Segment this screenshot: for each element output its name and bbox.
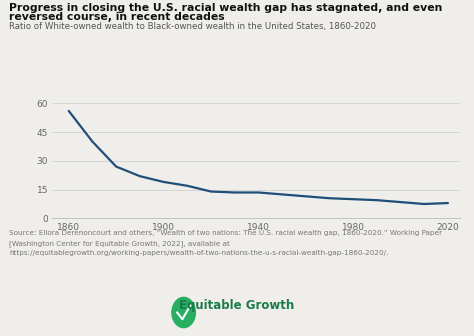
Text: Progress in closing the U.S. racial wealth gap has stagnated, and even: Progress in closing the U.S. racial weal… [9, 3, 443, 13]
Text: reversed course, in recent decades: reversed course, in recent decades [9, 12, 225, 22]
Text: Ratio of White-owned wealth to Black-owned wealth in the United States, 1860-202: Ratio of White-owned wealth to Black-own… [9, 22, 376, 31]
Text: Source: Ellora Derenoncourt and others, “Wealth of two nations: The U.S. racial : Source: Ellora Derenoncourt and others, … [9, 230, 443, 236]
Text: Equitable Growth: Equitable Growth [179, 299, 295, 312]
Text: https://equitablegrowth.org/working-papers/wealth-of-two-nations-the-u-s-racial-: https://equitablegrowth.org/working-pape… [9, 250, 389, 256]
Circle shape [172, 297, 195, 328]
Text: [Washington Center for Equitable Growth, 2022], available at: [Washington Center for Equitable Growth,… [9, 240, 230, 247]
